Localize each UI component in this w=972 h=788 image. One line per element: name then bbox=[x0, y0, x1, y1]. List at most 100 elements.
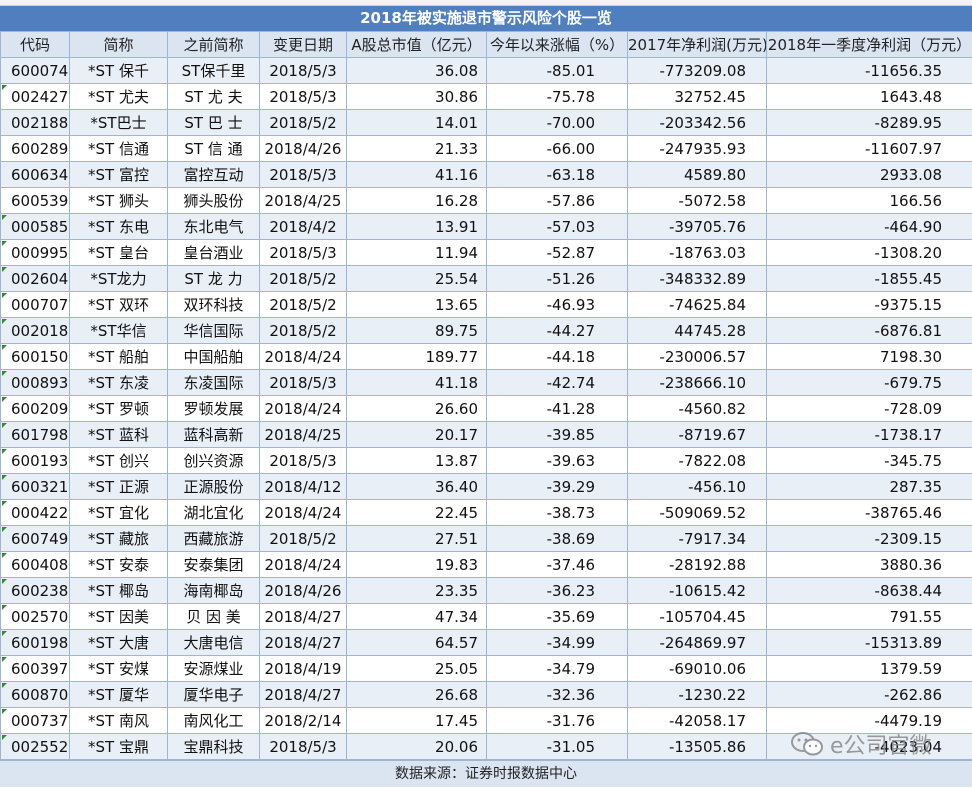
table-cell: *ST 东电 bbox=[69, 213, 168, 240]
table-cell: -35.69 bbox=[486, 603, 628, 630]
table-cell: -4023.04 bbox=[766, 733, 972, 760]
table-row: 000422 *ST 宜化 湖北宜化 2018/4/24 22.45 -38.73 -509… bbox=[0, 499, 972, 526]
table-row: 600209 *ST 罗顿 罗顿发展 2018/4/24 26.60 -41.28 -456… bbox=[0, 395, 972, 422]
table-cell: 西藏旅游 bbox=[167, 525, 260, 552]
table-row: 000893 *ST 东凌 东凌国际 2018/5/3 41.18 -42.74 -2386… bbox=[0, 369, 972, 396]
table-cell: -7822.08 bbox=[627, 447, 767, 474]
table-cell: -203342.56 bbox=[627, 109, 767, 136]
table-cell: 000707 bbox=[0, 291, 70, 318]
table-cell: 600193 bbox=[0, 447, 70, 474]
table-cell: 2018/4/19 bbox=[259, 655, 347, 682]
table-cell: 蓝科高新 bbox=[167, 421, 260, 448]
table-cell: 16.28 bbox=[346, 187, 487, 214]
column-header: 简称 bbox=[69, 31, 168, 58]
table-cell: *ST 蓝科 bbox=[69, 421, 168, 448]
table-cell: 2018/5/3 bbox=[259, 239, 347, 266]
column-header: 2018年一季度净利润（万元） bbox=[766, 31, 972, 58]
table-cell: 600209 bbox=[0, 395, 70, 422]
table-cell: 23.35 bbox=[346, 577, 487, 604]
table-cell: 2018/4/24 bbox=[259, 499, 347, 526]
table-cell: 600870 bbox=[0, 681, 70, 708]
table-row: 000585 *ST 东电 东北电气 2018/4/2 13.91 -57.03 -3970… bbox=[0, 213, 972, 240]
table-cell: 皇台酒业 bbox=[167, 239, 260, 266]
table-cell: 41.16 bbox=[346, 161, 487, 188]
table-cell: -4560.82 bbox=[627, 395, 767, 422]
table-cell: ST 尤 夫 bbox=[167, 83, 260, 110]
column-header: 变更日期 bbox=[259, 31, 347, 58]
table-cell: 2018/5/2 bbox=[259, 265, 347, 292]
table-cell: -348332.89 bbox=[627, 265, 767, 292]
table-cell: 2018/4/27 bbox=[259, 629, 347, 656]
table-cell: -38.73 bbox=[486, 499, 628, 526]
table-cell: 002604 bbox=[0, 265, 70, 292]
table-cell: 600238 bbox=[0, 577, 70, 604]
table-cell: 2018/5/3 bbox=[259, 83, 347, 110]
table-cell: 47.34 bbox=[346, 603, 487, 630]
table-cell: 600397 bbox=[0, 655, 70, 682]
table-row: 002018 *ST华信 华信国际 2018/5/2 89.75 -44.27 44745.… bbox=[0, 317, 972, 344]
table-cell: -66.00 bbox=[486, 135, 628, 162]
table-cell: -75.78 bbox=[486, 83, 628, 110]
table-cell: 36.08 bbox=[346, 57, 487, 84]
table-cell: -44.27 bbox=[486, 317, 628, 344]
table-cell: 双环科技 bbox=[167, 291, 260, 318]
table-cell: 13.91 bbox=[346, 213, 487, 240]
table-cell: *ST 富控 bbox=[69, 161, 168, 188]
table-cell: 东北电气 bbox=[167, 213, 260, 240]
table-cell: 正源股份 bbox=[167, 473, 260, 500]
table-cell: 安源煤业 bbox=[167, 655, 260, 682]
table-cell: 20.06 bbox=[346, 733, 487, 760]
table-cell: 富控互动 bbox=[167, 161, 260, 188]
table-cell: *ST龙力 bbox=[69, 265, 168, 292]
column-header: 代码 bbox=[0, 31, 70, 58]
table-row: 600238 *ST 椰岛 海南椰岛 2018/4/26 23.35 -36.23 -106… bbox=[0, 577, 972, 604]
table-cell: -32.36 bbox=[486, 681, 628, 708]
table-cell: -1855.45 bbox=[766, 265, 972, 292]
table-cell: *ST华信 bbox=[69, 317, 168, 344]
table-cell: 189.77 bbox=[346, 343, 487, 370]
table-cell: 44745.28 bbox=[627, 317, 767, 344]
table-cell: 36.40 bbox=[346, 473, 487, 500]
table-cell: -10615.42 bbox=[627, 577, 767, 604]
table-row: 600198 *ST 大唐 大唐电信 2018/4/27 64.57 -34.99 -264… bbox=[0, 629, 972, 656]
header-row: 代码 简称 之前简称 变更日期 A股总市值（亿元） 今年以来涨幅（%） 2017年净利润(万… bbox=[0, 31, 972, 58]
table-cell: 000995 bbox=[0, 239, 70, 266]
table-cell: 2018/4/24 bbox=[259, 551, 347, 578]
table-cell: -773209.08 bbox=[627, 57, 767, 84]
table-cell: -13505.86 bbox=[627, 733, 767, 760]
table-cell: 2018/5/2 bbox=[259, 291, 347, 318]
table-cell: -238666.10 bbox=[627, 369, 767, 396]
table-cell: ST 龙 力 bbox=[167, 265, 260, 292]
table-cell: 000585 bbox=[0, 213, 70, 240]
table-cell: -1308.20 bbox=[766, 239, 972, 266]
table-cell: *ST 尤夫 bbox=[69, 83, 168, 110]
table-cell: -44.18 bbox=[486, 343, 628, 370]
wechat-icon bbox=[791, 732, 823, 756]
table-cell: 600074 bbox=[0, 57, 70, 84]
table-cell: -46.93 bbox=[486, 291, 628, 318]
table-cell: -57.03 bbox=[486, 213, 628, 240]
table-cell: 厦华电子 bbox=[167, 681, 260, 708]
table-cell: -8719.67 bbox=[627, 421, 767, 448]
table-cell: -18763.03 bbox=[627, 239, 767, 266]
table-row: 600193 *ST 创兴 创兴资源 2018/5/3 13.87 -39.63 -7822… bbox=[0, 447, 972, 474]
table-cell: 湖北宜化 bbox=[167, 499, 260, 526]
table-cell: -728.09 bbox=[766, 395, 972, 422]
table-cell: *ST巴士 bbox=[69, 109, 168, 136]
table-cell: 89.75 bbox=[346, 317, 487, 344]
table-row: 000995 *ST 皇台 皇台酒业 2018/5/3 11.94 -52.87 -1876… bbox=[0, 239, 972, 266]
table-cell: 2018/5/3 bbox=[259, 447, 347, 474]
table-cell: 64.57 bbox=[346, 629, 487, 656]
table-cell: *ST 创兴 bbox=[69, 447, 168, 474]
table-cell: 601798 bbox=[0, 421, 70, 448]
table-cell: -31.05 bbox=[486, 733, 628, 760]
column-header: 今年以来涨幅（%） bbox=[486, 31, 628, 58]
table-cell: 贝 因 美 bbox=[167, 603, 260, 630]
table-title: 2018年被实施退市警示风险个股一览 bbox=[0, 6, 972, 31]
table-cell: -52.87 bbox=[486, 239, 628, 266]
table-cell: 002427 bbox=[0, 83, 70, 110]
table-cell: 20.17 bbox=[346, 421, 487, 448]
table-cell: -70.00 bbox=[486, 109, 628, 136]
table-cell: *ST 因美 bbox=[69, 603, 168, 630]
table-cell: 600749 bbox=[0, 525, 70, 552]
